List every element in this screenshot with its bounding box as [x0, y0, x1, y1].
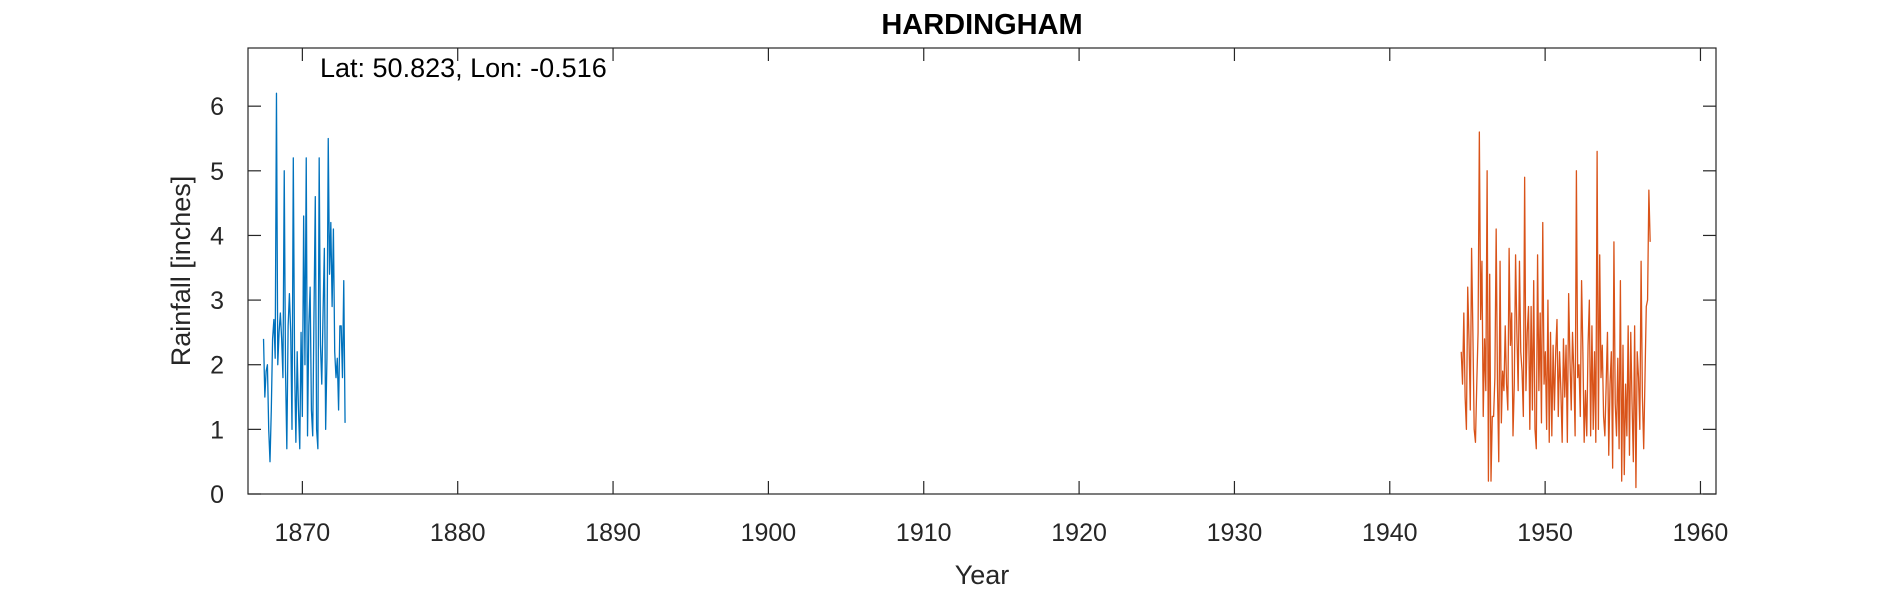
x-tick-label: 1940 — [1362, 519, 1418, 547]
x-tick-label: 1960 — [1673, 519, 1729, 547]
axis-ticks — [248, 48, 1716, 495]
y-tick-label: 0 — [210, 481, 224, 509]
chart-title: HARDINGHAM — [881, 9, 1082, 41]
y-tick-label: 2 — [210, 352, 224, 380]
x-tick-label: 1870 — [275, 519, 331, 547]
x-tick-label: 1880 — [430, 519, 486, 547]
rainfall-series-line-1 — [262, 92, 346, 463]
y-tick-label: 6 — [210, 93, 224, 121]
x-tick-label: 1900 — [741, 519, 797, 547]
y-tick-label: 4 — [210, 222, 224, 250]
x-tick-labels: 1870 1880 1890 1900 1910 1920 1930 1940 1950 1960 — [275, 519, 1729, 547]
y-tick-label: 5 — [210, 158, 224, 186]
x-tick-label: 1920 — [1051, 519, 1107, 547]
x-tick-label: 1930 — [1207, 519, 1263, 547]
y-axis-label: Rainfall [inches] — [166, 176, 196, 367]
series-layer — [262, 92, 1651, 489]
y-tick-label: 3 — [210, 287, 224, 315]
x-axis-label: Year — [955, 560, 1010, 590]
x-tick-label: 1950 — [1517, 519, 1573, 547]
x-tick-label: 1910 — [896, 519, 952, 547]
location-annotation: Lat: 50.823, Lon: -0.516 — [320, 53, 607, 83]
rainfall-series-line-2 — [1460, 131, 1651, 489]
y-tick-label: 1 — [210, 416, 224, 444]
y-tick-labels: 0 1 2 3 4 5 6 — [210, 93, 224, 509]
x-tick-label: 1890 — [585, 519, 641, 547]
